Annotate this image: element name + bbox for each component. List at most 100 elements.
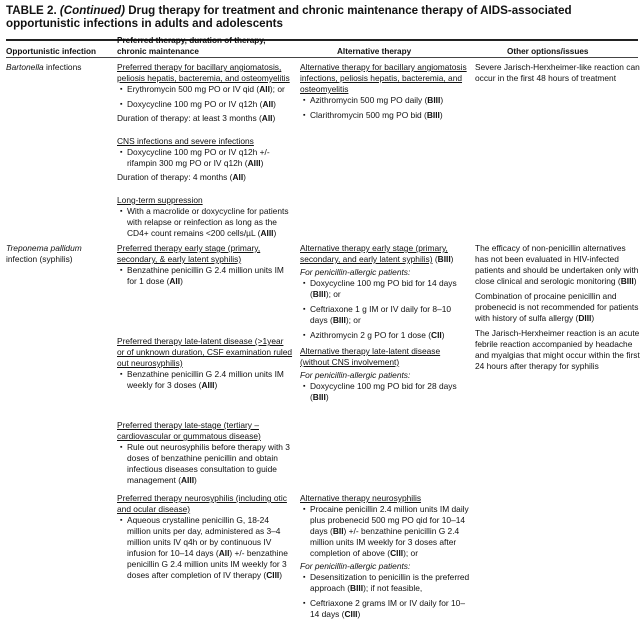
text-segment: ) +/- benzathine penicillin G 2.4 millio…	[310, 526, 460, 558]
syphilis-preferred-early: Preferred therapy early stage (primary, …	[117, 243, 293, 287]
text-segment: Duration of therapy: at least 3 months (	[117, 113, 262, 123]
section-heading-text: Alternative therapy early stage (primary…	[300, 243, 448, 264]
paragraph: Duration of therapy: at least 3 months (…	[117, 113, 293, 124]
text-segment: Preferred therapy for bacillary angiomat…	[117, 62, 290, 83]
bullet-item: Benzathine penicillin G 2.4 million unit…	[117, 265, 293, 287]
bullet-item: Rule out neurosyphilis before therapy wi…	[117, 442, 293, 486]
therapy-group: Long-term suppressionWith a macrolide or…	[117, 195, 293, 239]
text-segment: For penicillin-allergic patients:	[300, 267, 411, 277]
infection-suffix: infections	[43, 62, 82, 72]
header-other: Other options/issues	[507, 47, 589, 56]
text-segment: Long-term suppression	[117, 195, 203, 205]
evidence-rating: BIII	[620, 276, 634, 286]
bartonella-preferred-therapy: Preferred therapy for bacillary angiomat…	[117, 62, 293, 239]
text-segment: )	[633, 276, 637, 286]
text-segment: Severe Jarisch-Herxheimer-like reaction …	[475, 62, 640, 83]
infection-suffix: infection (syphilis)	[6, 254, 73, 264]
text-segment: ); if not feasible,	[363, 583, 423, 593]
text-segment: Rule out neurosyphilis before therapy wi…	[127, 442, 290, 485]
section-heading: CNS infections and severe infections	[117, 136, 293, 147]
bullet-item: Ceftriaxone 2 grams IM or IV daily for 1…	[300, 598, 470, 620]
note-label: For penicillin-allergic patients:	[300, 561, 470, 572]
therapy-group: Preferred therapy early stage (primary, …	[117, 243, 293, 287]
therapy-group: Alternative therapy neurosyphilisProcain…	[300, 493, 470, 620]
text-segment: )	[279, 570, 283, 580]
infection-bartonella: Bartonella infections	[6, 62, 111, 73]
text-segment: ); or	[345, 315, 361, 325]
text-segment: Desensitization to penicillin is the pre…	[310, 572, 470, 593]
syphilis-preferred-late-latent: Preferred therapy late-latent disease (>…	[117, 336, 293, 391]
top-rule	[6, 39, 638, 41]
section-heading: Preferred therapy early stage (primary, …	[117, 243, 293, 265]
text-segment: Doxycycline 100 mg PO bid for 14 days (	[310, 278, 457, 299]
text-segment: )	[450, 254, 454, 264]
text-segment: Ceftriaxone 2 grams IM or IV daily for 1…	[310, 598, 466, 619]
evidence-rating: BIII	[427, 95, 441, 105]
text-segment: Preferred therapy late-latent disease (>…	[117, 336, 293, 368]
paragraph: Combination of procaine penicillin and p…	[475, 291, 640, 324]
text-segment: Azithromycin 500 mg PO daily (	[310, 95, 428, 105]
text-segment: Procaine penicillin 2.4 million units IM…	[310, 504, 469, 536]
therapy-group: Severe Jarisch-Herxheimer-like reaction …	[475, 62, 640, 84]
text-segment: Preferred therapy neurosyphilis (includi…	[117, 493, 287, 514]
bullet-item: Clarithromycin 500 mg PO bid (BIII)	[300, 110, 470, 121]
header-rule	[6, 57, 638, 58]
text-segment: Alternative therapy late-latent disease …	[300, 346, 441, 367]
text-segment: )	[441, 330, 445, 340]
header-infection: Opportunistic infection	[6, 47, 97, 56]
evidence-rating: AII	[261, 113, 273, 123]
note-label: For penicillin-allergic patients:	[300, 370, 470, 381]
text-segment: )	[591, 313, 595, 323]
text-segment: Azithromycin 2 g PO for 1 dose (	[310, 330, 432, 340]
therapy-group: Preferred therapy late-stage (tertiary –…	[117, 420, 293, 486]
evidence-rating: AII	[218, 548, 230, 558]
bullet-item: Doxycycline 100 mg PO or IV q12h (AII)	[117, 99, 293, 110]
text-segment: )	[180, 276, 183, 286]
evidence-rating: BIII	[426, 110, 440, 120]
bullet-item: Azithromycin 500 mg PO daily (BIII)	[300, 95, 470, 106]
evidence-rating: AII	[169, 276, 181, 286]
evidence-rating: BIII	[350, 583, 364, 593]
text-segment: )	[325, 392, 329, 402]
bullet-item: Doxycycline 100 mg PO or IV q12h +/- rif…	[117, 147, 293, 169]
therapy-group: Preferred therapy late-latent disease (>…	[117, 336, 293, 391]
text-segment: Doxycycline 100 mg PO or IV q12h (	[127, 99, 263, 109]
text-segment: )	[439, 110, 443, 120]
evidence-rating: CIII	[266, 570, 280, 580]
section-heading: Preferred therapy neurosyphilis (includi…	[117, 493, 293, 515]
syphilis-other-issues: The efficacy of non-penicillin alternati…	[475, 243, 640, 372]
text-segment: Alternative therapy neurosyphilis	[300, 493, 422, 503]
syphilis-alternative-early: Alternative therapy early stage (primary…	[300, 243, 470, 341]
therapy-group: CNS infections and severe infectionsDoxy…	[117, 136, 293, 183]
section-heading: Preferred therapy late-latent disease (>…	[117, 336, 293, 369]
text-segment: Duration of therapy: 4 months (	[117, 172, 233, 182]
text-segment: Benzathine penicillin G 2.4 million unit…	[127, 265, 284, 286]
section-heading: Long-term suppression	[117, 195, 293, 206]
bullet-item: Benzathine penicillin G 2.4 million unit…	[117, 369, 293, 391]
text-segment: Doxycycline 100 mg PO or IV q12h +/- rif…	[127, 147, 270, 168]
section-heading: Alternative therapy late-latent disease …	[300, 346, 470, 368]
bullet-item: Doxycycline 100 mg PO bid for 28 days (B…	[300, 381, 470, 403]
evidence-rating: AII	[232, 172, 244, 182]
evidence-rating: BIII	[312, 392, 326, 402]
evidence-rating: BIII	[437, 254, 451, 264]
header-alternative: Alternative therapy	[337, 47, 412, 56]
evidence-rating: CIII	[344, 609, 358, 619]
evidence-rating: CIII	[390, 548, 404, 558]
therapy-group: Preferred therapy for bacillary angiomat…	[117, 62, 293, 124]
bullet-item: Erythromycin 500 mg PO or IV qid (AII); …	[117, 84, 293, 95]
bullet-item: Doxycycline 100 mg PO bid for 14 days (B…	[300, 278, 470, 300]
bartonella-other-issues: Severe Jarisch-Herxheimer-like reaction …	[475, 62, 640, 84]
text-segment: )	[194, 475, 197, 485]
section-heading: Alternative therapy for bacillary angiom…	[300, 62, 470, 95]
text-segment: )	[243, 172, 246, 182]
section-heading: Alternative therapy early stage (primary…	[300, 243, 470, 265]
evidence-rating: AII	[262, 99, 274, 109]
title-continued: (Continued)	[59, 4, 125, 17]
text-segment: Aqueous crystalline penicillin G, 18-24 …	[127, 515, 281, 558]
therapy-group: The efficacy of non-penicillin alternati…	[475, 243, 640, 372]
bullet-item: Azithromycin 2 g PO for 1 dose (CII)	[300, 330, 470, 341]
text-segment: ) +/- benzathine penicillin G 2.4 millio…	[127, 548, 288, 580]
text-segment: )	[260, 158, 264, 168]
